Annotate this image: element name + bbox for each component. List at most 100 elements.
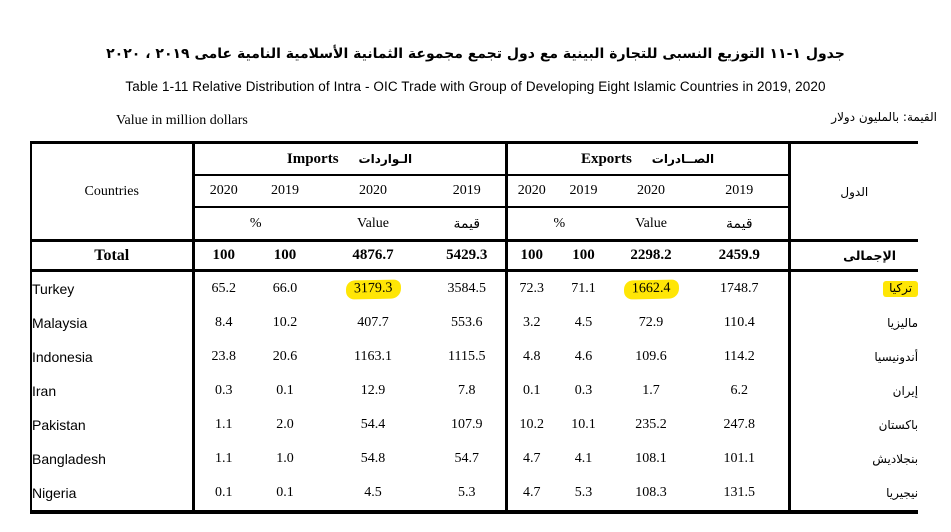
country-name-arabic: باكستان (787, 408, 919, 442)
yellow-highlight: تركيا (883, 281, 919, 297)
num-cell: 100 (556, 240, 612, 272)
table-row-pakistan: Pakistan 1.1 2.0 54.4 107.9 10.2 10.1 23… (31, 408, 919, 442)
num-cell: 3584.5 (447, 281, 487, 296)
num-cell: 101.1 (723, 451, 756, 466)
num-cell: 1.1 (191, 442, 253, 476)
year-header-row: 2020 2019 2020 2019 2020 2019 2020 2019 (31, 175, 918, 208)
num-cell-highlighted: 1662.4 (611, 271, 691, 307)
num-cell: 71.1 (571, 281, 596, 296)
table-row-turkey: Turkey 65.2 66.0 3179.3 3584.5 72.3 71.1… (31, 270, 919, 307)
num-cell: 4876.7 (317, 240, 429, 272)
imports-percent-header: % (191, 207, 317, 242)
trade-table: Countries Imports الـواردات Exports الصـ… (30, 141, 919, 514)
num-cell: 4.5 (574, 315, 593, 330)
imports-year-2020: 2020 (191, 175, 253, 208)
exports-value-year-2019: 2019 (691, 175, 790, 208)
num-cell: 247.8 (723, 417, 756, 432)
num-cell: 100 (504, 240, 557, 272)
num-cell: 107.9 (451, 417, 483, 432)
num-cell: 108.3 (635, 485, 667, 500)
num-cell: 114.2 (723, 349, 755, 364)
exports-year-2020: 2020 (504, 175, 557, 208)
num-cell: 72.3 (504, 270, 557, 306)
num-cell: 4.7 (504, 442, 557, 476)
country-name-arabic-highlighted: تركيا (787, 270, 919, 306)
num-cell: 5.3 (458, 485, 476, 500)
num-cell: 5.3 (574, 485, 593, 500)
unit-note-arabic: القيمة: بالمليون دولار (831, 110, 937, 124)
imports-year-2019: 2019 (253, 175, 317, 208)
country-name: Bangladesh (32, 451, 106, 467)
measure-header-row: % Value قيمة % Value قيمة (31, 207, 918, 242)
num-cell: 1163.1 (354, 349, 392, 364)
num-cell: 5429.3 (429, 240, 507, 272)
num-cell-highlighted: 3179.3 (317, 271, 429, 307)
num-cell: 109.6 (635, 349, 667, 364)
country-name: Malaysia (32, 315, 88, 331)
exports-value-year-2020: 2020 (611, 175, 692, 208)
yellow-highlight: 1662.4 (623, 278, 679, 300)
num-cell: 1.7 (642, 383, 660, 398)
num-cell: 0.1 (191, 476, 253, 512)
table-row-bangladesh: Bangladesh 1.1 1.0 54.8 54.7 4.7 4.1 108… (31, 442, 919, 476)
exports-percent-header: % (504, 207, 612, 242)
num-cell: 407.7 (357, 315, 389, 330)
num-cell: 553.6 (451, 315, 483, 330)
num-cell: 100 (191, 240, 253, 272)
num-cell: 65.2 (191, 270, 253, 306)
num-cell: 0.3 (574, 383, 593, 398)
imports-section-header: Imports الـواردات (191, 142, 507, 176)
country-name: Pakistan (32, 417, 86, 433)
num-cell: 1115.5 (448, 349, 486, 364)
country-name-arabic: ماليزيا (787, 306, 919, 340)
num-cell: 4.6 (574, 349, 593, 364)
exports-value-header-en: Value (611, 207, 692, 242)
num-cell: 72.9 (638, 315, 664, 330)
num-cell: 20.6 (272, 349, 298, 364)
yellow-highlight: 3179.3 (345, 278, 401, 300)
total-row: Total 100 100 4876.7 5429.3 100 100 2298… (31, 240, 919, 272)
imports-label-ar: الـواردات (358, 152, 413, 166)
num-cell: 54.7 (454, 451, 480, 466)
unit-note-english: Value in million dollars (116, 113, 248, 128)
country-name-arabic: نيجيريا (787, 476, 919, 512)
num-cell: 10.2 (504, 408, 557, 442)
num-cell: 0.1 (276, 485, 294, 500)
num-cell: 1.0 (276, 451, 294, 466)
num-cell: 4.8 (504, 340, 557, 374)
country-name-arabic: إيران (787, 374, 919, 408)
num-cell: 1748.7 (720, 281, 759, 296)
total-label-arabic: الإجمالى (787, 240, 919, 272)
num-cell: 4.1 (574, 451, 593, 466)
imports-value-header-ar: قيمة (429, 207, 507, 242)
num-cell: 3.2 (504, 306, 557, 340)
country-name: Indonesia (32, 349, 93, 365)
imports-value-year-2020: 2020 (317, 175, 429, 208)
exports-label-ar: الصــادرات (651, 152, 715, 166)
total-label: Total (31, 240, 193, 272)
exports-year-2019: 2019 (556, 175, 612, 208)
country-name: Nigeria (32, 485, 77, 501)
exports-value-header-ar: قيمة (691, 207, 790, 242)
num-cell: 54.4 (360, 417, 386, 432)
num-cell: 0.1 (504, 374, 557, 408)
num-cell: 54.8 (360, 451, 386, 466)
num-cell: 108.1 (635, 451, 667, 466)
table-row-iran: Iran 0.3 0.1 12.9 7.8 0.1 0.3 1.7 6.2 إي… (31, 374, 919, 408)
imports-label-en: Imports (286, 151, 339, 167)
country-name: Turkey (32, 281, 75, 297)
imports-value-year-2019: 2019 (429, 175, 507, 208)
num-cell: 110.4 (723, 315, 755, 330)
num-cell: 1.1 (191, 408, 253, 442)
num-cell: 10.1 (571, 417, 596, 432)
num-cell: 2.0 (276, 417, 294, 432)
num-cell: 0.1 (276, 383, 294, 398)
country-name: Iran (32, 383, 57, 399)
table-row-indonesia: Indonesia 23.8 20.6 1163.1 1115.5 4.8 4.… (31, 340, 919, 374)
table-title-arabic: جدول ١-١١ التوزيع النسبى للتجارة البينية… (106, 46, 845, 62)
num-cell: 66.0 (272, 281, 298, 296)
num-cell: 2459.9 (691, 240, 790, 272)
num-cell: 4.5 (364, 485, 382, 500)
countries-column-header-arabic: الدول (787, 142, 919, 242)
num-cell: 4.7 (504, 476, 557, 512)
